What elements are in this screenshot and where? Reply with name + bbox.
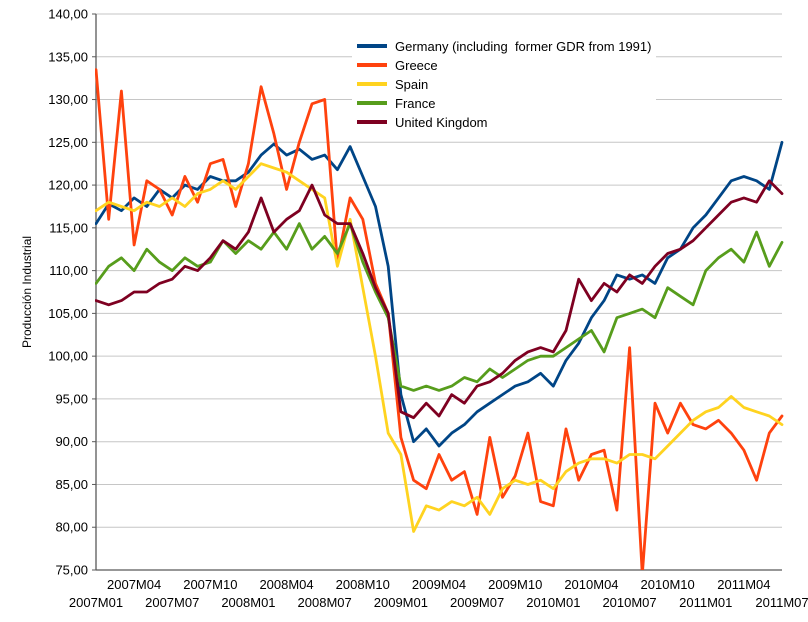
- x-tick-label: 2010M04: [564, 577, 618, 592]
- y-tick-label: 90,00: [55, 434, 88, 449]
- x-tick-label: 2007M01: [69, 595, 123, 610]
- x-tick-label: 2009M07: [450, 595, 504, 610]
- legend-label: France: [395, 95, 436, 111]
- y-tick-label: 125,00: [48, 135, 88, 150]
- legend-item: Spain: [357, 76, 651, 92]
- x-tick-label: 2011M07: [755, 595, 808, 610]
- legend-label: United Kingdom: [395, 114, 488, 130]
- y-tick-label: 105,00: [48, 306, 88, 321]
- legend-item: United Kingdom: [357, 114, 651, 130]
- legend-line-swatch: [357, 44, 387, 48]
- x-tick-label: 2007M04: [107, 577, 161, 592]
- legend-line-swatch: [357, 120, 387, 124]
- legend-item: France: [357, 95, 651, 111]
- y-tick-label: 110,00: [49, 263, 88, 278]
- y-tick-label: 100,00: [48, 349, 88, 364]
- legend-item: Germany (including former GDR from 1991): [357, 38, 651, 54]
- x-tick-label: 2010M07: [602, 595, 656, 610]
- x-tick-label: 2009M01: [374, 595, 428, 610]
- series-line-greece: [95, 68, 784, 570]
- series-line-united-kingdom: [95, 179, 784, 420]
- x-tick-label: 2007M07: [145, 595, 199, 610]
- x-tick-label: 2008M07: [298, 595, 352, 610]
- y-tick-label: 135,00: [48, 49, 88, 64]
- y-tick-label: 115,00: [49, 220, 88, 235]
- x-tick-label: 2010M01: [526, 595, 580, 610]
- series-line-spain: [95, 162, 784, 533]
- x-tick-label: 2011M04: [717, 577, 770, 592]
- y-tick-label: 85,00: [55, 477, 88, 492]
- legend-line-swatch: [357, 101, 387, 105]
- x-tick-label: 2010M10: [641, 577, 695, 592]
- x-tick-label: 2011M01: [679, 595, 732, 610]
- legend: Germany (including former GDR from 1991)…: [352, 36, 657, 132]
- series-line-france: [95, 222, 784, 392]
- y-tick-label: 80,00: [55, 520, 88, 535]
- y-tick-label: 130,00: [48, 92, 88, 107]
- y-tick-label: 140,00: [48, 7, 88, 22]
- y-tick-label: 75,00: [55, 563, 88, 578]
- x-tick-label: 2008M01: [221, 595, 275, 610]
- legend-label: Greece: [395, 57, 438, 73]
- x-tick-label: 2008M10: [336, 577, 390, 592]
- x-tick-label: 2008M04: [259, 577, 313, 592]
- x-tick-label: 2009M04: [412, 577, 466, 592]
- legend-label: Germany (including former GDR from 1991): [395, 38, 652, 54]
- legend-item: Greece: [357, 57, 651, 73]
- y-tick-label: 95,00: [55, 391, 88, 406]
- legend-line-swatch: [357, 82, 387, 86]
- y-tick-label: 120,00: [48, 178, 88, 193]
- legend-line-swatch: [357, 63, 387, 67]
- x-tick-label: 2009M10: [488, 577, 542, 592]
- series-line-germany-including-former-gdr-from: [95, 140, 784, 448]
- x-tick-label: 2007M10: [183, 577, 237, 592]
- legend-label: Spain: [395, 76, 429, 92]
